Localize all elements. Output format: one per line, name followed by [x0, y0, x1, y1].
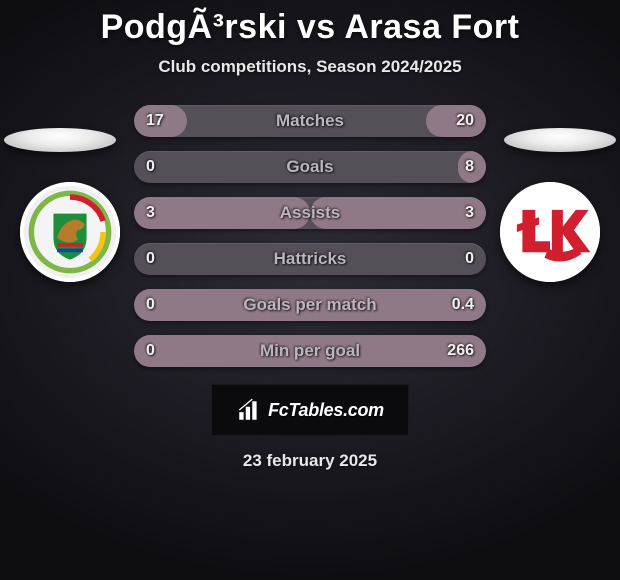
- stat-row: Matches 17 20: [134, 105, 486, 137]
- stat-row: Goals per match 0 0.4: [134, 289, 486, 321]
- stat-row: Min per goal 0 266: [134, 335, 486, 367]
- stat-row: Goals 0 8: [134, 151, 486, 183]
- stat-row: Hattricks 0 0: [134, 243, 486, 275]
- stat-value-right: 0.4: [452, 296, 474, 314]
- stat-value-right: 20: [456, 112, 474, 130]
- page-title: PodgÃ³rski vs Arasa Fort: [0, 0, 620, 47]
- stat-value-left: 0: [146, 342, 155, 360]
- stat-value-left: 0: [146, 158, 155, 176]
- stat-label: Goals: [286, 157, 333, 177]
- brand-text: FcTables.com: [268, 400, 384, 421]
- lks-logo-icon: [504, 186, 596, 278]
- subtitle: Club competitions, Season 2024/2025: [0, 57, 620, 77]
- ellipse-right: [504, 128, 616, 152]
- stat-value-left: 17: [146, 112, 164, 130]
- ellipse-left: [4, 128, 116, 152]
- date-text: 23 february 2025: [0, 451, 620, 471]
- stat-value-right: 0: [465, 250, 474, 268]
- shield-lion-icon: [24, 186, 116, 278]
- stat-row: Assists 3 3: [134, 197, 486, 229]
- brand-box: FcTables.com: [212, 385, 408, 435]
- stat-label: Min per goal: [260, 341, 360, 361]
- stat-value-right: 8: [465, 158, 474, 176]
- stat-value-left: 0: [146, 296, 155, 314]
- stat-label: Hattricks: [274, 249, 347, 269]
- stat-label: Assists: [280, 203, 340, 223]
- stat-value-left: 3: [146, 204, 155, 222]
- stats-list: Matches1720Goals08Assists33Hattricks00Go…: [134, 105, 486, 367]
- stat-label: Goals per match: [243, 295, 376, 315]
- club-logo-right: [500, 182, 600, 282]
- bar-chart-icon: [236, 397, 262, 423]
- stat-value-right: 266: [447, 342, 474, 360]
- stat-label: Matches: [276, 111, 344, 131]
- club-logo-left: [20, 182, 120, 282]
- stat-value-right: 3: [465, 204, 474, 222]
- stat-value-left: 0: [146, 250, 155, 268]
